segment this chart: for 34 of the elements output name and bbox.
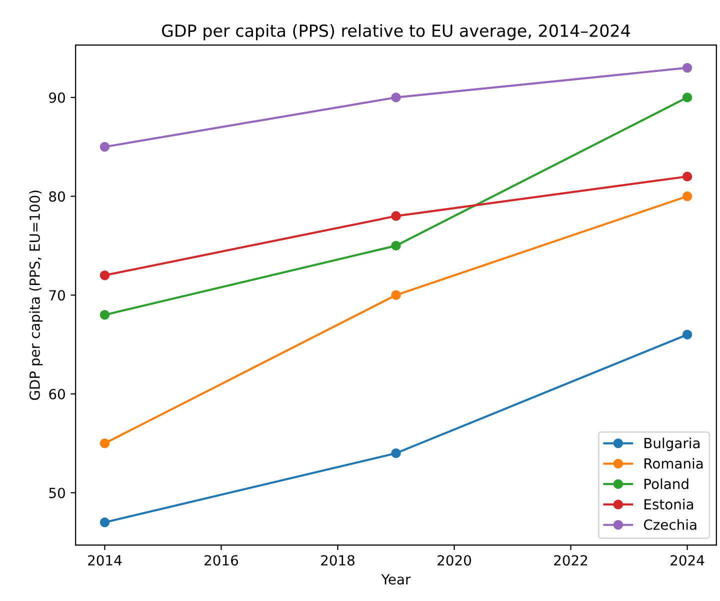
- y-tick-label: 70: [49, 290, 65, 301]
- y-tick-label: 60: [49, 388, 65, 400]
- point: [682, 330, 692, 340]
- y-tick-label: 50: [49, 488, 65, 498]
- legend-label: Czechia: [644, 519, 696, 530]
- point: [682, 191, 692, 202]
- x-tick-label: 2018: [321, 555, 354, 566]
- x-tick-label: 2016: [204, 555, 238, 566]
- point: [391, 448, 401, 458]
- point: [391, 290, 401, 300]
- legend-label: Romania: [644, 458, 703, 469]
- x-tick-label: 2014: [88, 555, 122, 566]
- x-tick-label: 2024: [670, 555, 704, 566]
- y-tick-label: 90: [49, 92, 65, 103]
- point: [100, 270, 110, 280]
- legend-label: Bulgaria: [644, 438, 700, 452]
- y-tick-label: 80: [49, 191, 65, 202]
- point: [391, 211, 401, 221]
- point: [682, 62, 692, 73]
- point: [100, 310, 110, 320]
- chart-title: GDP per capita (PPS) relative to EU average, 2014–2024: [162, 24, 630, 40]
- point: [100, 142, 110, 152]
- y-axis-title: GDP per capita (PPS, EU=100): [29, 190, 43, 400]
- x-axis-title: Year: [381, 574, 411, 585]
- point: [391, 240, 401, 251]
- x-tick-label: 2020: [438, 555, 472, 566]
- legend-label: Poland: [644, 478, 688, 490]
- x-tick-label: 2022: [554, 555, 588, 566]
- point: [682, 172, 692, 182]
- point: [391, 92, 401, 102]
- legend-label: Estonia: [644, 498, 694, 510]
- point: [100, 518, 110, 528]
- point: [682, 92, 692, 102]
- point: [100, 438, 110, 448]
